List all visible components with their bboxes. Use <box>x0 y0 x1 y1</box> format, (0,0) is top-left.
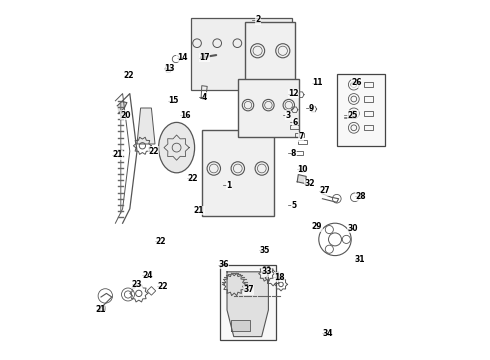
Text: 35: 35 <box>260 246 270 255</box>
Polygon shape <box>238 79 299 137</box>
Text: 28: 28 <box>355 192 366 201</box>
Text: 7: 7 <box>298 132 303 141</box>
Text: 18: 18 <box>274 273 285 282</box>
Ellipse shape <box>159 122 195 173</box>
Text: 33: 33 <box>261 267 272 276</box>
Text: 24: 24 <box>143 271 153 280</box>
Text: 4: 4 <box>202 93 207 102</box>
Text: 32: 32 <box>305 179 315 188</box>
Text: 10: 10 <box>297 165 308 174</box>
Text: 22: 22 <box>148 147 158 156</box>
Text: 16: 16 <box>180 111 191 120</box>
Text: 3: 3 <box>286 111 291 120</box>
Text: 20: 20 <box>120 111 131 120</box>
Polygon shape <box>245 22 295 86</box>
Text: 26: 26 <box>351 78 362 87</box>
Text: 31: 31 <box>355 255 366 264</box>
Text: 9: 9 <box>309 104 314 113</box>
Text: 5: 5 <box>291 201 296 210</box>
Polygon shape <box>344 112 351 121</box>
Text: 34: 34 <box>322 328 333 338</box>
Text: 30: 30 <box>348 224 358 233</box>
Text: 22: 22 <box>188 174 198 183</box>
Text: 23: 23 <box>132 280 142 289</box>
Text: 8: 8 <box>291 149 296 158</box>
Polygon shape <box>231 320 250 331</box>
Text: 21: 21 <box>112 150 122 159</box>
Bar <box>337 74 386 146</box>
Text: 1: 1 <box>226 181 231 190</box>
Text: 11: 11 <box>312 78 322 87</box>
Text: 37: 37 <box>244 285 254 294</box>
Text: 17: 17 <box>199 53 210 62</box>
Text: 21: 21 <box>96 305 106 314</box>
Text: 29: 29 <box>312 222 322 231</box>
Text: 12: 12 <box>288 89 299 98</box>
Text: 21: 21 <box>194 206 204 215</box>
Polygon shape <box>117 102 127 113</box>
Polygon shape <box>191 18 292 90</box>
Text: 36: 36 <box>218 260 229 269</box>
Polygon shape <box>227 272 269 337</box>
Text: 25: 25 <box>348 111 358 120</box>
Text: 22: 22 <box>124 71 134 80</box>
Text: 6: 6 <box>293 118 298 127</box>
Text: 13: 13 <box>164 64 174 73</box>
Polygon shape <box>202 130 274 216</box>
Text: 19: 19 <box>96 305 106 314</box>
Text: 2: 2 <box>255 15 260 24</box>
Polygon shape <box>137 108 155 144</box>
Text: 22: 22 <box>157 282 168 291</box>
Text: 27: 27 <box>319 186 329 195</box>
Polygon shape <box>297 175 306 184</box>
Text: 22: 22 <box>155 237 166 246</box>
Text: 14: 14 <box>177 53 187 62</box>
Bar <box>220 265 275 340</box>
Text: 15: 15 <box>168 96 178 105</box>
